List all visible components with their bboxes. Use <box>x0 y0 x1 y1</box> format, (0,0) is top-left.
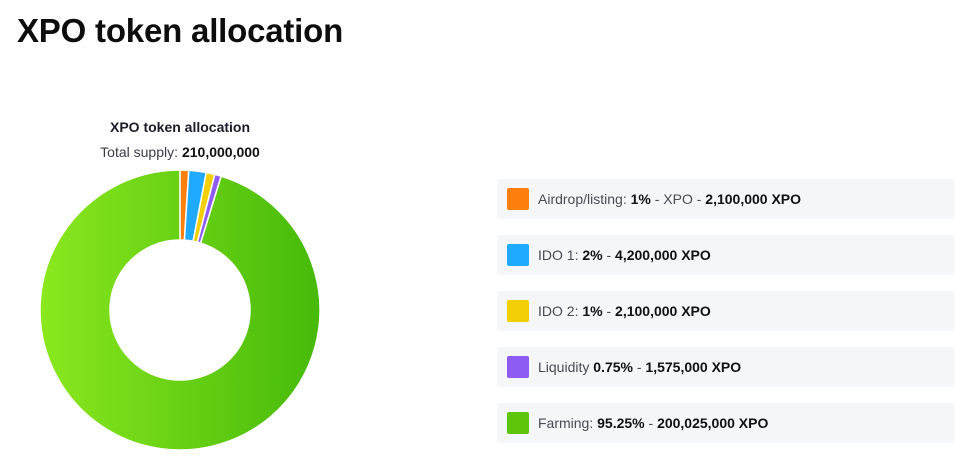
legend-label: IDO 1: <box>538 247 579 263</box>
legend-item-ido-1[interactable]: IDO 1: 2% - 4,200,000 XPO <box>497 235 954 275</box>
legend-text: IDO 2: 1% - 2,100,000 XPO <box>538 303 711 319</box>
legend-text: Farming: 95.25% - 200,025,000 XPO <box>538 415 768 431</box>
total-supply-value: 210,000,000 <box>181 144 260 160</box>
legend-label: Liquidity <box>538 359 590 375</box>
chart-title: XPO token allocation <box>109 119 251 135</box>
legend-item-ido-2[interactable]: IDO 2: 1% - 2,100,000 XPO <box>497 291 954 331</box>
legend-separator: - <box>650 191 664 207</box>
legend-item-liquidity[interactable]: Liquidity 0.75% - 1,575,000 XPO <box>497 347 954 387</box>
legend-separator: - <box>602 247 616 263</box>
legend-percent: 0.75% <box>593 359 633 375</box>
legend-separator: - <box>632 359 646 375</box>
total-supply-label: Total supply: <box>100 144 178 160</box>
legend-amount: 2,100,000 XPO <box>615 303 711 319</box>
legend-percent: 1% <box>582 303 603 319</box>
legend-text: IDO 1: 2% - 4,200,000 XPO <box>538 247 711 263</box>
legend-swatch-ido-2 <box>507 300 529 322</box>
legend-percent: 1% <box>630 191 651 207</box>
legend-separator: - <box>644 415 658 431</box>
legend-separator: - <box>602 303 616 319</box>
donut-chart <box>40 170 320 450</box>
legend-amount: 200,025,000 XPO <box>657 415 769 431</box>
legend-text: Liquidity 0.75% - 1,575,000 XPO <box>538 359 741 375</box>
legend-swatch-ido-1 <box>507 244 529 266</box>
legend-swatch-airdrop <box>507 188 529 210</box>
legend-item-airdrop[interactable]: Airdrop/listing: 1% - XPO - 2,100,000 XP… <box>497 179 954 219</box>
legend-percent: 95.25% <box>597 415 645 431</box>
legend-label: Farming: <box>538 415 594 431</box>
legend-percent: 2% <box>582 247 603 263</box>
legend-label: Airdrop/listing: <box>538 191 627 207</box>
legend-text: Airdrop/listing: 1% - XPO - 2,100,000 XP… <box>538 191 801 207</box>
donut-slices <box>40 170 320 450</box>
legend-swatch-farming <box>507 412 529 434</box>
legend-swatch-liquidity <box>507 356 529 378</box>
legend-extra: XPO - <box>663 191 706 207</box>
legend-amount: 2,100,000 XPO <box>705 191 802 207</box>
page-title: XPO token allocation <box>17 12 344 49</box>
legend-label: IDO 2: <box>538 303 579 319</box>
legend-amount: 1,575,000 XPO <box>645 359 742 375</box>
chart-subtitle: Total supply: 210,000,000 <box>60 144 300 160</box>
legend-item-farming[interactable]: Farming: 95.25% - 200,025,000 XPO <box>497 403 954 443</box>
legend-amount: 4,200,000 XPO <box>615 247 711 263</box>
donut-slice-farming[interactable] <box>40 170 320 450</box>
